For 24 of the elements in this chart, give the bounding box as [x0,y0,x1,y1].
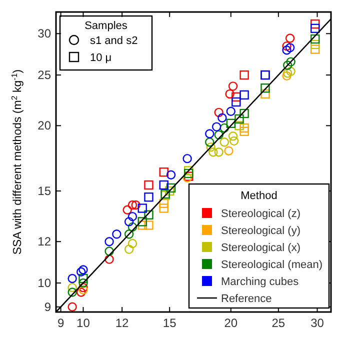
annotation: s1 and s2 [90,35,138,47]
legend-label: Stereological (y) [221,225,300,237]
y-tick-label: 9 [44,300,52,314]
y-tick-label: 15 [38,184,52,198]
y-tick-label: 10 [38,276,52,290]
y-tick-label: 30 [38,26,52,41]
x-tick-label: 20 [224,316,238,330]
annotation: 10 μ [90,52,112,64]
legend-label: Stereological (mean) [221,259,322,271]
x-tick-label: 15 [162,316,177,330]
annotation: Samples [84,20,128,32]
legend-label: Stereological (x) [221,242,300,254]
y-tick-label: 25 [38,68,52,82]
y-tick-label: 12 [38,234,52,249]
legend-title: Method [240,190,278,202]
x-tick-label: 30 [310,316,324,330]
x-tick-label: 12 [115,316,130,330]
x-tick-label: 9 [57,316,64,330]
y-tick-label: 20 [38,118,52,133]
x-tick-label: 10 [76,316,90,330]
legend-label: Marching cubes [221,276,300,288]
legend-label: Reference [221,293,272,305]
legend-label: Stereological (z) [221,208,300,220]
x-tick-label: 25 [272,316,286,330]
